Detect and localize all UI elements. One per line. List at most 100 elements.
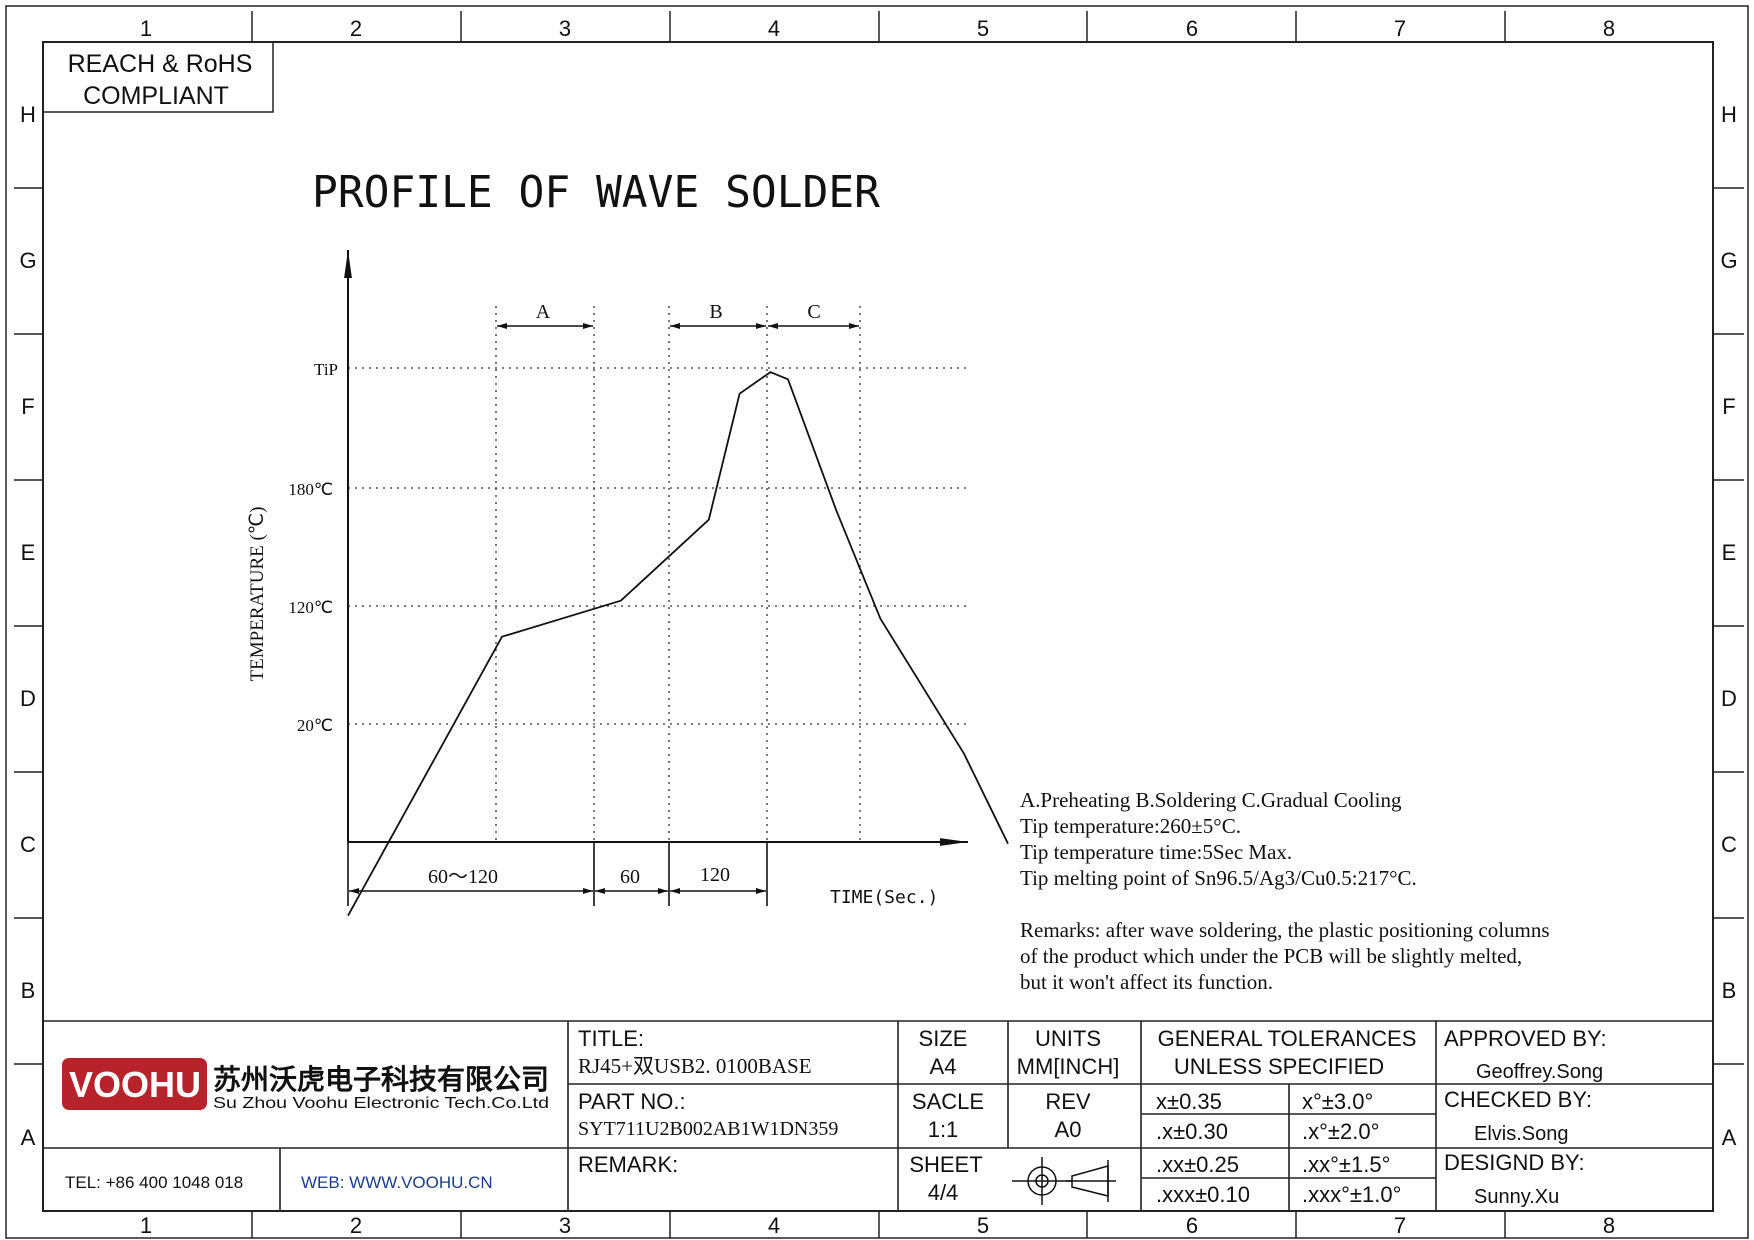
remark-label: REMARK: <box>578 1152 678 1177</box>
note-line-3: Tip temperature time:5Sec Max. <box>1020 840 1292 864</box>
row-label-left-h: H <box>20 102 36 127</box>
col-label-top-4: 4 <box>768 16 780 41</box>
approved-label: APPROVED BY: <box>1444 1026 1607 1051</box>
row-label-right-g: G <box>1720 248 1737 273</box>
row-label-right-b: B <box>1722 978 1737 1003</box>
col-label-bottom-1: 1 <box>140 1213 152 1238</box>
tolerance-angular-4: .xxx°±1.0° <box>1302 1182 1401 1207</box>
temperature-profile-line <box>347 371 1009 917</box>
size-label: SIZE <box>919 1026 968 1051</box>
part-no-value: SYT711U2B002AB1W1DN359 <box>578 1118 838 1140</box>
company-name-english: Su Zhou Voohu Electronic Tech.Co.Ltd <box>213 1095 549 1112</box>
col-label-bottom-6: 6 <box>1186 1213 1198 1238</box>
process-notes: A.Preheating B.Soldering C.Gradual Cooli… <box>1020 788 1417 890</box>
rev-label: REV <box>1045 1089 1091 1114</box>
col-label-bottom-5: 5 <box>977 1213 989 1238</box>
approved-value: Geoffrey.Song <box>1476 1061 1603 1083</box>
col-label-top-2: 2 <box>350 16 362 41</box>
company-tel: TEL: +86 400 1048 018 <box>65 1173 243 1192</box>
note-line-2: Tip temperature:260±5°C. <box>1020 814 1241 838</box>
projection-symbol-icon <box>1012 1157 1116 1205</box>
sheet-label: SHEET <box>909 1152 982 1177</box>
row-label-left-c: C <box>20 832 36 857</box>
company-name-chinese: 苏州沃虎电子科技有限公司 <box>213 1064 549 1095</box>
time-segment-1-label: 60～120 <box>428 866 498 888</box>
tolerance-linear-3: .xx±0.25 <box>1156 1152 1239 1177</box>
row-label-right-a: A <box>1722 1125 1737 1150</box>
y-tick-label-120: 120℃ <box>288 598 333 617</box>
drawing-title: PROFILE OF WAVE SOLDER <box>312 167 880 218</box>
company-logo: VOOHU <box>62 1058 207 1110</box>
sheet-value: 4/4 <box>928 1180 959 1205</box>
designed-value: Sunny.Xu <box>1474 1186 1559 1208</box>
y-tick-label-tip: TiP <box>314 360 338 379</box>
col-label-top-6: 6 <box>1186 16 1198 41</box>
compliance-badge: REACH & RoHS COMPLIANT <box>43 42 274 113</box>
chart-grid <box>348 306 970 842</box>
row-label-left-e: E <box>21 540 36 565</box>
y-tick-label-20: 20℃ <box>297 716 333 735</box>
col-label-top-3: 3 <box>559 16 571 41</box>
zone-a-label: A <box>536 301 551 323</box>
col-label-top-5: 5 <box>977 16 989 41</box>
outer-border <box>5 5 1749 1239</box>
logo-badge <box>62 1058 207 1110</box>
title-block: VOOHU 苏州沃虎电子科技有限公司 Su Zhou Voohu Electro… <box>43 1020 1713 1211</box>
units-label: UNITS <box>1035 1026 1101 1051</box>
compliance-line-1: REACH & RoHS <box>68 50 253 78</box>
row-label-left-d: D <box>20 686 36 711</box>
col-label-top-1: 1 <box>140 16 152 41</box>
company-web[interactable]: WEB: WWW.VOOHU.CN <box>301 1173 493 1192</box>
zone-ticks <box>14 11 1744 1238</box>
remarks-note: Remarks: after wave soldering, the plast… <box>1020 918 1550 994</box>
title-label: TITLE: <box>578 1026 644 1051</box>
note-line-4: Tip melting point of Sn96.5/Ag3/Cu0.5:21… <box>1020 866 1417 890</box>
y-axis-label: TEMPERATURE (℃) <box>247 507 268 682</box>
row-label-left-g: G <box>19 248 36 273</box>
checked-value: Elvis.Song <box>1474 1123 1569 1145</box>
row-label-left-a: A <box>21 1125 36 1150</box>
time-segment-3-label: 120 <box>700 864 730 886</box>
logo-text: VOOHU <box>69 1064 201 1105</box>
row-label-right-e: E <box>1722 540 1737 565</box>
col-label-bottom-4: 4 <box>768 1213 780 1238</box>
solder-profile-chart: TiP 180℃ 120℃ 20℃ TEMPERATURE (℃) TIME(S… <box>247 250 1009 917</box>
scale-label: SACLE <box>912 1089 984 1114</box>
note-line-1: A.Preheating B.Soldering C.Gradual Cooli… <box>1020 788 1402 812</box>
zone-c-label: C <box>807 301 820 323</box>
title-block-grid <box>43 1020 1713 1211</box>
designed-label: DESIGND BY: <box>1444 1150 1585 1175</box>
zone-b-label: B <box>709 301 722 323</box>
scale-value: 1:1 <box>928 1117 959 1142</box>
y-tick-label-180: 180℃ <box>288 480 333 499</box>
compliance-line-2: COMPLIANT <box>83 82 229 110</box>
col-label-top-8: 8 <box>1603 16 1615 41</box>
row-label-left-f: F <box>21 394 34 419</box>
col-label-bottom-2: 2 <box>350 1213 362 1238</box>
tolerance-angular-2: .x°±2.0° <box>1302 1119 1379 1144</box>
title-value: RJ45+双USB2. 0100BASE <box>578 1054 812 1078</box>
rev-value: A0 <box>1055 1117 1082 1142</box>
checked-label: CHECKED BY: <box>1444 1087 1592 1112</box>
remark-line-1: Remarks: after wave soldering, the plast… <box>1020 918 1550 942</box>
col-label-bottom-3: 3 <box>559 1213 571 1238</box>
units-value: MM[INCH] <box>1017 1054 1120 1079</box>
col-label-bottom-7: 7 <box>1394 1213 1406 1238</box>
tolerances-header-2: UNLESS SPECIFIED <box>1174 1054 1384 1079</box>
row-label-right-f: F <box>1722 394 1735 419</box>
row-label-right-h: H <box>1721 102 1737 127</box>
remark-line-2: of the product which under the PCB will … <box>1020 944 1522 968</box>
tolerance-linear-1: x±0.35 <box>1156 1089 1222 1114</box>
tolerance-angular-1: x°±3.0° <box>1302 1089 1373 1114</box>
time-segment-2-label: 60 <box>620 866 640 888</box>
tolerance-linear-2: .x±0.30 <box>1156 1119 1228 1144</box>
size-value: A4 <box>930 1054 957 1079</box>
col-label-top-7: 7 <box>1394 16 1406 41</box>
tolerance-linear-4: .xxx±0.10 <box>1156 1182 1250 1207</box>
part-no-label: PART NO.: <box>578 1089 686 1114</box>
row-label-left-b: B <box>21 978 36 1003</box>
tolerance-angular-3: .xx°±1.5° <box>1302 1152 1390 1177</box>
row-label-right-d: D <box>1721 686 1737 711</box>
tolerances-header-1: GENERAL TOLERANCES <box>1158 1026 1417 1051</box>
